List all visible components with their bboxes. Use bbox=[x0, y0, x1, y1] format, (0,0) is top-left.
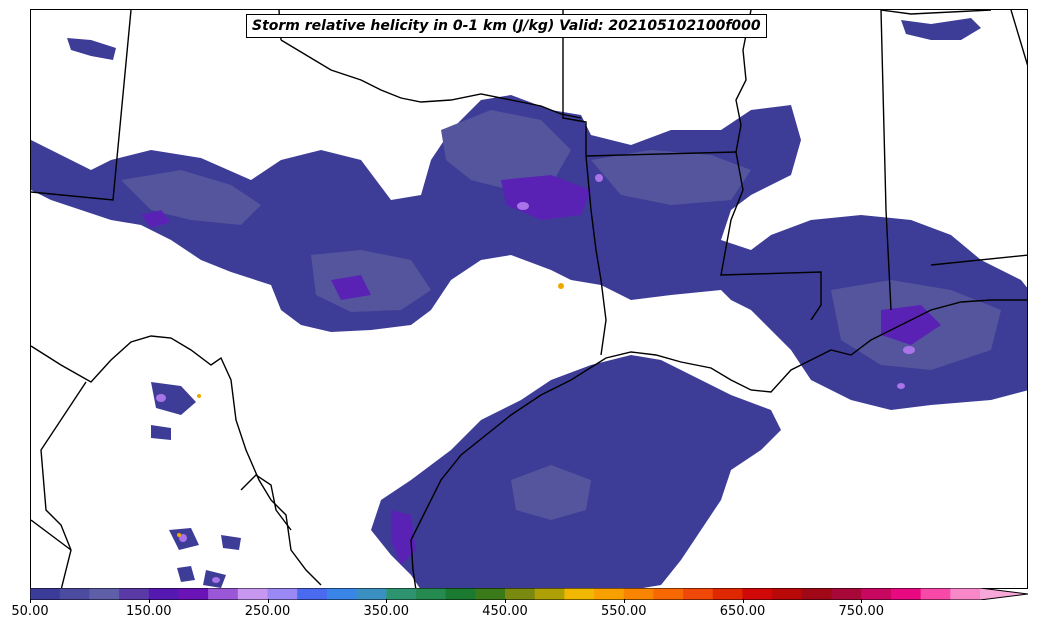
colorbar-tick-label: 550.00 bbox=[601, 604, 647, 619]
helicity-peaks bbox=[156, 174, 915, 583]
border-louisiana-north bbox=[720, 151, 822, 321]
colorbar-segment bbox=[861, 588, 892, 600]
helicity-region-ne bbox=[901, 18, 981, 40]
border-mexico-inner bbox=[40, 381, 87, 588]
border-mississippi-river bbox=[735, 10, 752, 153]
colorbar-segment bbox=[208, 588, 239, 600]
colorbar-segment bbox=[237, 588, 268, 600]
colorbar-tick-mark bbox=[623, 599, 625, 603]
colorbar-tick-label: 750.00 bbox=[838, 604, 885, 619]
colorbar-segment bbox=[89, 588, 120, 600]
helicity-field bbox=[31, 18, 1027, 588]
colorbar-tick-mark bbox=[505, 599, 506, 603]
colorbar-segment bbox=[653, 588, 684, 600]
border-ga-east bbox=[930, 254, 1027, 266]
colorbar-segment bbox=[178, 588, 209, 600]
border-arkansas-south bbox=[585, 151, 737, 157]
colorbar-segment bbox=[59, 588, 90, 600]
colorbar-segment bbox=[386, 588, 417, 600]
colorbar-outline bbox=[30, 588, 1028, 600]
border-kansas-oklahoma-west bbox=[31, 10, 132, 201]
colorbar bbox=[30, 588, 1028, 600]
helicity-region-nw bbox=[67, 38, 116, 60]
colorbar-segment bbox=[297, 588, 328, 600]
border-mississippi-alabama bbox=[880, 10, 892, 311]
colorbar-segment bbox=[30, 588, 61, 600]
colorbar-segment bbox=[890, 588, 922, 600]
colorbar-segment bbox=[505, 588, 536, 600]
helicity-hotspots bbox=[177, 283, 564, 537]
colorbar-segment bbox=[950, 588, 981, 600]
border-mexico-east bbox=[240, 474, 292, 531]
colorbar-tick-label: 150.00 bbox=[126, 604, 172, 619]
colorbar-segment bbox=[148, 588, 179, 600]
border-red-river bbox=[280, 39, 582, 119]
colorbar-segment bbox=[742, 588, 773, 600]
colorbar-tick-label: 250.00 bbox=[244, 604, 291, 619]
helicity-region-mexico-4 bbox=[177, 566, 195, 582]
colorbar-segment bbox=[267, 588, 298, 600]
coastline-gulf bbox=[410, 299, 1027, 588]
map-title: Storm relative helicity in 0-1 km (J/kg)… bbox=[246, 14, 767, 38]
colorbar-segment bbox=[801, 588, 833, 600]
helicity-region-mexico-6 bbox=[221, 535, 241, 550]
colorbar-tick-mark bbox=[386, 599, 388, 603]
colorbar-tick-label: 50.00 bbox=[11, 604, 49, 619]
colorbar-segment bbox=[119, 588, 150, 600]
colorbar-segment bbox=[683, 588, 714, 600]
colorbar-tick-mark bbox=[861, 599, 863, 603]
colorbar-segment bbox=[415, 588, 447, 600]
colorbar-segment bbox=[772, 588, 803, 600]
map-panel bbox=[30, 9, 1028, 589]
colorbar-segment bbox=[920, 588, 951, 600]
political-borders bbox=[31, 10, 1027, 588]
colorbar-segment bbox=[534, 588, 565, 600]
colorbar-tick-label: 650.00 bbox=[719, 604, 766, 619]
colorbar-tick-mark bbox=[148, 599, 150, 603]
colorbar-segment bbox=[623, 588, 654, 600]
border-ga-north bbox=[1010, 10, 1027, 66]
helicity-region-west-plains bbox=[31, 95, 1027, 410]
border-mexico-west bbox=[31, 519, 72, 551]
colorbar-tick-mark bbox=[742, 599, 744, 603]
border-texas-louisiana bbox=[585, 155, 607, 356]
colorbar-tick-mark bbox=[30, 599, 31, 603]
colorbar-segment bbox=[356, 588, 387, 600]
border-new-mexico-texas bbox=[31, 335, 322, 586]
border-arkansas-west bbox=[562, 10, 587, 156]
colorbar-tick-mark bbox=[267, 599, 269, 603]
border-alabama-georgia bbox=[880, 10, 992, 15]
colorbar-segment bbox=[712, 588, 743, 600]
colorbar-tick-label: 350.00 bbox=[363, 604, 410, 619]
colorbar-segment bbox=[564, 588, 595, 600]
colorbar-segment bbox=[594, 588, 625, 600]
helicity-region-mexico-2 bbox=[151, 425, 171, 440]
helicity-region-mexico-1 bbox=[151, 382, 196, 415]
colorbar-segment bbox=[445, 588, 476, 600]
colorbar-extend-arrow bbox=[980, 588, 1028, 600]
colorbar-tick-label: 450.00 bbox=[482, 604, 528, 619]
colorbar-segment bbox=[326, 588, 358, 600]
helicity-region-gulf bbox=[371, 355, 781, 588]
colorbar-segment bbox=[475, 588, 506, 600]
colorbar-segment bbox=[831, 588, 862, 600]
